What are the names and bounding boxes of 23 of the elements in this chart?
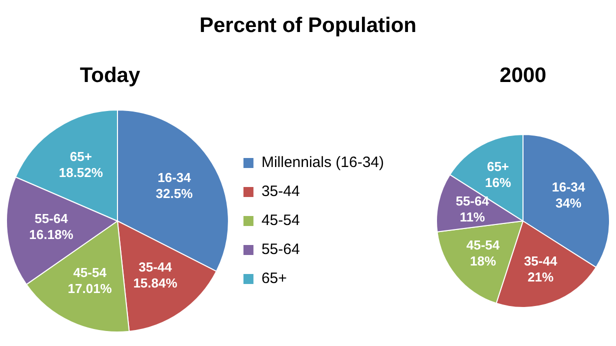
slice-label: 65+ <box>486 159 510 174</box>
legend-label: Millennials (16-34) <box>261 154 384 172</box>
chart-title: Today <box>78 64 142 88</box>
slice-label: 45-54 <box>466 238 500 253</box>
data-label: 21% <box>528 269 554 284</box>
data-label: 45-54 17.01% <box>68 265 112 296</box>
legend-label: 55-64 <box>261 241 300 258</box>
legend-label: 35-44 <box>261 183 300 200</box>
data-label: 16% <box>484 175 512 190</box>
legend-label: 45-54 <box>261 212 300 230</box>
slice-label: 16-34 <box>552 180 586 195</box>
data-label: 65+ 18.52% <box>58 148 104 180</box>
data-label: 16-34 32.5% <box>156 170 194 201</box>
data-label: 18% <box>470 254 496 269</box>
data-label: 55-64 16.18% <box>29 211 74 242</box>
slice-label: 55-64 <box>456 193 490 208</box>
data-label: 35-44 15.84% <box>133 259 178 290</box>
data-label: 11% <box>460 209 486 224</box>
text: Percent of Population <box>198 14 418 38</box>
slice-label: 35-44 <box>524 253 558 268</box>
chart-title: 2000 <box>498 64 548 88</box>
legend-label: 65+ <box>261 270 288 288</box>
data-label: 34% <box>555 196 582 211</box>
